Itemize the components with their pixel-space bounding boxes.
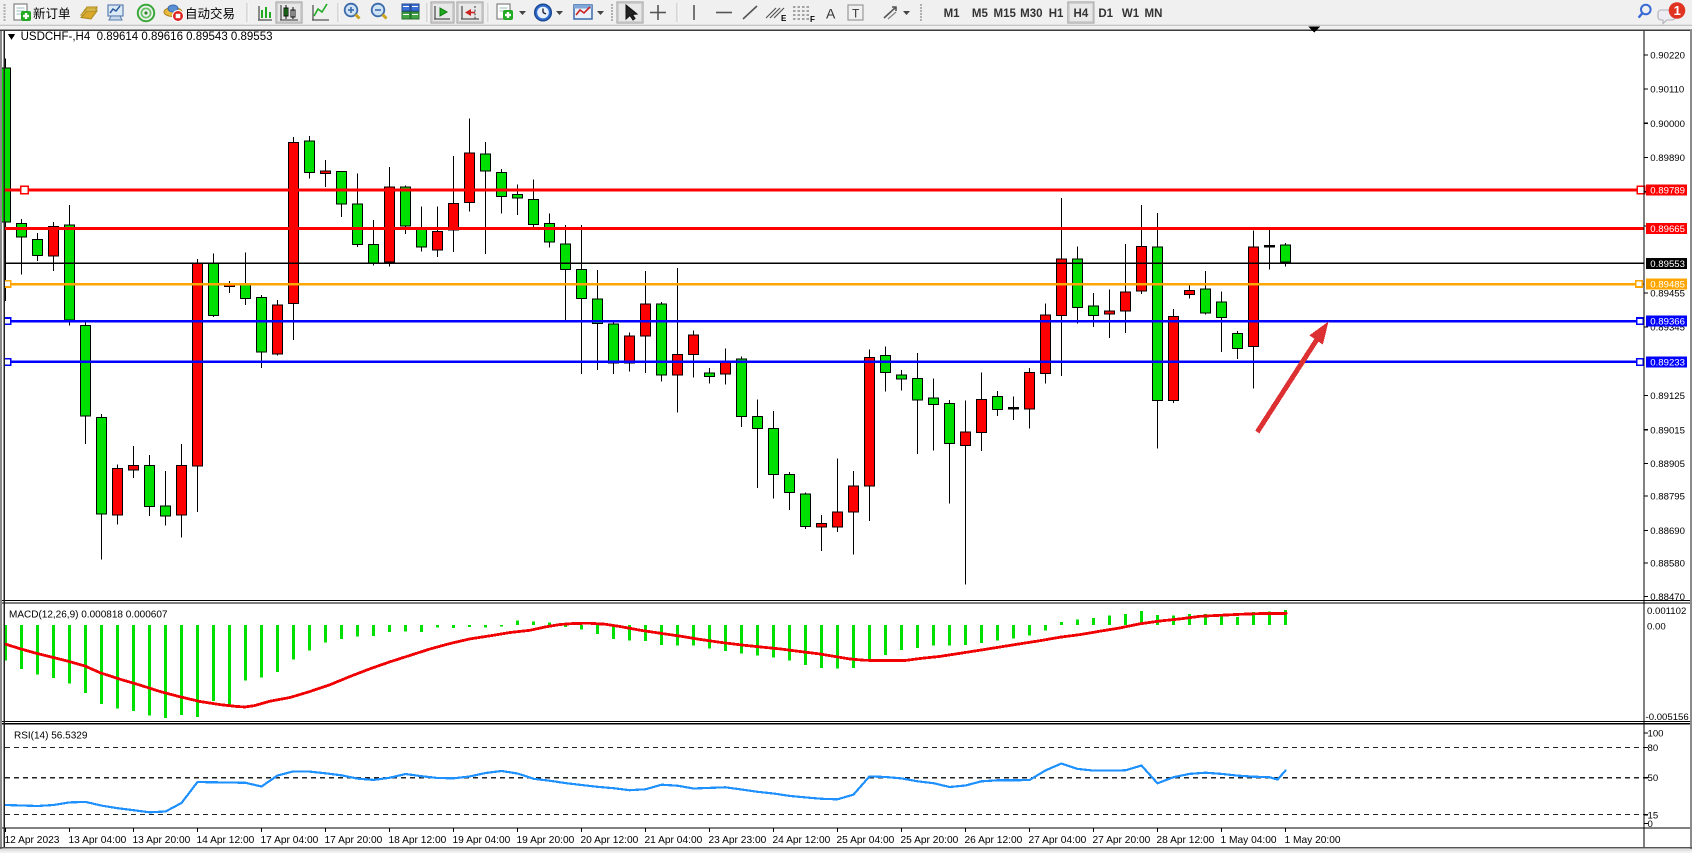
svg-text:0.90110: 0.90110	[1650, 85, 1684, 96]
svg-text:M30: M30	[1020, 8, 1042, 20]
svg-text:0.90000: 0.90000	[1650, 119, 1685, 130]
svg-text:0.89233: 0.89233	[1650, 357, 1685, 368]
svg-text:M5: M5	[972, 8, 989, 20]
svg-text:80: 80	[1648, 743, 1659, 754]
svg-text:17 Apr 04:00: 17 Apr 04:00	[261, 835, 319, 846]
svg-text:19 Apr 20:00: 19 Apr 20:00	[517, 835, 575, 846]
svg-text:0.89125: 0.89125	[1650, 391, 1685, 402]
svg-text:H4: H4	[1074, 8, 1089, 20]
svg-text:0.001102: 0.001102	[1647, 606, 1686, 617]
svg-text:0.88795: 0.88795	[1650, 491, 1685, 502]
svg-text:26 Apr 12:00: 26 Apr 12:00	[965, 835, 1023, 846]
svg-text:0.88690: 0.88690	[1650, 526, 1685, 537]
svg-text:25 Apr 20:00: 25 Apr 20:00	[901, 835, 959, 846]
svg-text:13 Apr 04:00: 13 Apr 04:00	[69, 835, 127, 846]
svg-text:27 Apr 04:00: 27 Apr 04:00	[1029, 835, 1087, 846]
svg-text:18 Apr 12:00: 18 Apr 12:00	[389, 835, 447, 846]
svg-text:0.89665: 0.89665	[1650, 224, 1685, 235]
svg-text:21 Apr 04:00: 21 Apr 04:00	[645, 835, 703, 846]
svg-text:自动交易: 自动交易	[185, 6, 235, 21]
svg-text:100: 100	[1648, 728, 1664, 739]
svg-text:T: T	[852, 7, 860, 21]
svg-text:0.89789: 0.89789	[1650, 186, 1685, 197]
svg-text:13 Apr 20:00: 13 Apr 20:00	[133, 835, 191, 846]
svg-text:0.89890: 0.89890	[1650, 153, 1685, 164]
svg-text:17 Apr 20:00: 17 Apr 20:00	[325, 835, 383, 846]
svg-text:0.00: 0.00	[1647, 621, 1666, 632]
svg-text:0.89345: 0.89345	[1650, 323, 1685, 334]
svg-text:14 Apr 12:00: 14 Apr 12:00	[197, 835, 255, 846]
svg-text:0.89366: 0.89366	[1650, 317, 1685, 328]
svg-text:M1: M1	[944, 8, 961, 20]
svg-text:H1: H1	[1049, 8, 1064, 20]
svg-text:MACD(12,26,9) 0.000818 0.00060: MACD(12,26,9) 0.000818 0.000607	[9, 610, 168, 621]
svg-text:0.90220: 0.90220	[1650, 50, 1685, 61]
svg-text:A: A	[826, 6, 836, 22]
svg-text:1 May 04:00: 1 May 04:00	[1221, 835, 1277, 846]
svg-text:0.88470: 0.88470	[1650, 592, 1685, 603]
svg-text:USDCHF-,H4 0.89614 0.89616 0.: USDCHF-,H4 0.89614 0.89616 0.89543 0.895…	[21, 31, 273, 43]
svg-text:0.89455: 0.89455	[1650, 288, 1685, 299]
svg-text:0: 0	[1648, 819, 1653, 830]
svg-text:0.88580: 0.88580	[1650, 558, 1685, 569]
svg-text:23 Apr 23:00: 23 Apr 23:00	[709, 835, 767, 846]
svg-text:0.88905: 0.88905	[1650, 459, 1685, 470]
svg-text:15: 15	[1648, 810, 1659, 821]
svg-text:MN: MN	[1145, 8, 1163, 20]
svg-text:D1: D1	[1098, 8, 1113, 20]
svg-text:1: 1	[1674, 3, 1681, 18]
svg-text:50: 50	[1648, 773, 1659, 784]
svg-text:F: F	[810, 15, 815, 24]
svg-text:20 Apr 12:00: 20 Apr 12:00	[581, 835, 639, 846]
svg-text:28 Apr 12:00: 28 Apr 12:00	[1157, 835, 1215, 846]
svg-text:W1: W1	[1122, 8, 1140, 20]
svg-text:RSI(14) 56.5329: RSI(14) 56.5329	[14, 731, 88, 742]
svg-text:-0.005156: -0.005156	[1646, 712, 1689, 723]
svg-text:25 Apr 04:00: 25 Apr 04:00	[837, 835, 895, 846]
svg-text:24 Apr 12:00: 24 Apr 12:00	[773, 835, 831, 846]
svg-text:E: E	[781, 14, 787, 23]
svg-text:0.89553: 0.89553	[1650, 259, 1685, 270]
svg-text:12 Apr 2023: 12 Apr 2023	[5, 835, 60, 846]
svg-text:27 Apr 20:00: 27 Apr 20:00	[1093, 835, 1151, 846]
svg-text:0.89015: 0.89015	[1650, 425, 1685, 436]
svg-text:新订单: 新订单	[33, 6, 71, 21]
svg-text:0.89485: 0.89485	[1650, 280, 1685, 291]
svg-text:M15: M15	[994, 8, 1017, 20]
svg-text:1 May 20:00: 1 May 20:00	[1285, 835, 1341, 846]
svg-text:19 Apr 04:00: 19 Apr 04:00	[453, 835, 511, 846]
